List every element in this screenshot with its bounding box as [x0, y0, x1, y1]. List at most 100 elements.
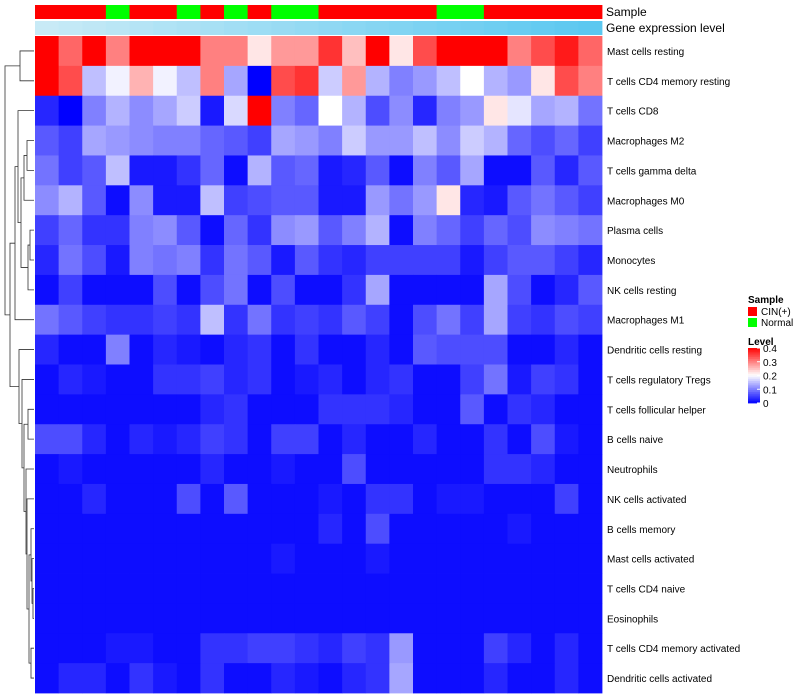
heatmap-cell	[224, 424, 249, 455]
heatmap-cell	[58, 543, 83, 574]
heatmap-cell	[176, 65, 201, 97]
heatmap-cell	[436, 543, 461, 574]
heatmap-cell	[389, 364, 414, 395]
heatmap-cell	[105, 573, 130, 604]
heatmap-cell	[507, 215, 532, 246]
heatmap-cell	[554, 125, 579, 156]
heatmap-cell	[176, 245, 201, 276]
gene-expression-annotation-cell	[436, 21, 461, 35]
heatmap-cell	[105, 424, 130, 455]
heatmap-cell	[200, 633, 225, 664]
heatmap-cell	[342, 36, 367, 67]
row-label: Dendritic cells activated	[607, 674, 712, 685]
heatmap-cell	[578, 364, 603, 395]
heatmap-cell	[318, 424, 343, 455]
heatmap-cell	[82, 125, 107, 156]
row-label: T cells CD4 memory resting	[607, 77, 730, 88]
dendrogram-branch	[27, 244, 34, 291]
heatmap-cell	[129, 424, 154, 455]
heatmap-cell	[224, 65, 249, 97]
heatmap-cell	[531, 155, 556, 186]
heatmap-cell	[224, 573, 249, 604]
heatmap-cell	[35, 36, 60, 67]
heatmap-cell	[460, 543, 485, 574]
heatmap-cell	[436, 304, 461, 336]
heatmap-cell	[531, 663, 556, 694]
heatmap-cell	[460, 483, 485, 515]
heatmap-cell	[247, 454, 272, 485]
heatmap-cell	[342, 454, 367, 485]
level-legend-tick-label: 0.2	[763, 372, 777, 383]
heatmap-cell	[460, 125, 485, 156]
gene-expression-annotation-cell	[58, 21, 83, 35]
gene-expression-annotation-cell	[507, 21, 532, 35]
heatmap-cell	[531, 95, 556, 126]
gene-expression-annotation-cell	[247, 21, 272, 35]
level-legend-gradient-step	[748, 349, 760, 353]
heatmap-cell	[129, 125, 154, 156]
level-legend-gradient-step	[748, 392, 760, 395]
heatmap-cell	[200, 185, 225, 216]
sample-annotation-cell	[294, 5, 319, 19]
heatmap-cell	[365, 125, 390, 156]
heatmap-cell	[200, 245, 225, 276]
heatmap-cell	[294, 95, 319, 126]
sample-annotation-cell	[58, 5, 83, 19]
sample-track-label: Sample	[606, 5, 647, 19]
heatmap-cell	[247, 424, 272, 455]
heatmap-cell	[105, 603, 130, 634]
sample-legend-label: CIN(+)	[761, 307, 791, 318]
heatmap-cell	[578, 633, 603, 664]
heatmap-cell	[460, 573, 485, 604]
row-label: T cells regulatory Tregs	[607, 375, 711, 386]
heatmap-cell	[483, 215, 508, 246]
heatmap-cell	[483, 155, 508, 186]
heatmap-cell	[578, 424, 603, 455]
heatmap-cell	[531, 603, 556, 634]
heatmap-cell	[153, 573, 178, 604]
heatmap-cell	[58, 125, 83, 156]
heatmap-cell	[247, 633, 272, 664]
heatmap-cell	[413, 483, 438, 515]
heatmap-cell	[460, 215, 485, 246]
heatmap-cell	[247, 304, 272, 336]
heatmap-cell	[35, 424, 60, 455]
heatmap-cell	[436, 573, 461, 604]
sample-annotation-cell	[389, 5, 414, 19]
heatmap-cell	[176, 274, 201, 306]
heatmap-cell	[129, 633, 154, 664]
heatmap-cell	[35, 304, 60, 336]
sample-annotation-cell	[105, 5, 130, 19]
heatmap-cell	[58, 454, 83, 485]
heatmap-cell	[365, 483, 390, 515]
heatmap-cell	[58, 274, 83, 306]
heatmap-cell	[554, 424, 579, 455]
heatmap-cell	[129, 513, 154, 545]
heatmap-cell	[247, 36, 272, 67]
heatmap-cell	[531, 633, 556, 664]
gene-expression-annotation-cell	[129, 21, 154, 35]
heatmap-cell	[105, 215, 130, 246]
dendrogram-branch	[30, 528, 34, 582]
heatmap-cell	[531, 125, 556, 156]
heatmap-cell	[578, 245, 603, 276]
heatmap-cell	[224, 274, 249, 306]
row-label: Macrophages M0	[607, 196, 685, 207]
heatmap-cell	[389, 274, 414, 306]
gene-expression-track-label: Gene expression level	[606, 21, 725, 35]
heatmap-cell	[483, 125, 508, 156]
heatmap-cell	[153, 304, 178, 336]
row-label: Eosinophils	[607, 614, 658, 625]
gene-expression-annotation-cell	[35, 21, 60, 35]
row-label: T cells CD8	[607, 107, 659, 118]
level-legend-gradient-step	[748, 362, 760, 365]
heatmap-cell	[129, 95, 154, 126]
heatmap-cell	[342, 304, 367, 336]
heatmap-cell	[176, 36, 201, 67]
gene-expression-annotation-cell	[483, 21, 508, 35]
heatmap-cell	[578, 663, 603, 694]
heatmap-cell	[483, 36, 508, 67]
level-legend-tick-label: 0	[763, 399, 769, 410]
heatmap-cell	[35, 65, 60, 97]
heatmap-cell	[342, 185, 367, 216]
